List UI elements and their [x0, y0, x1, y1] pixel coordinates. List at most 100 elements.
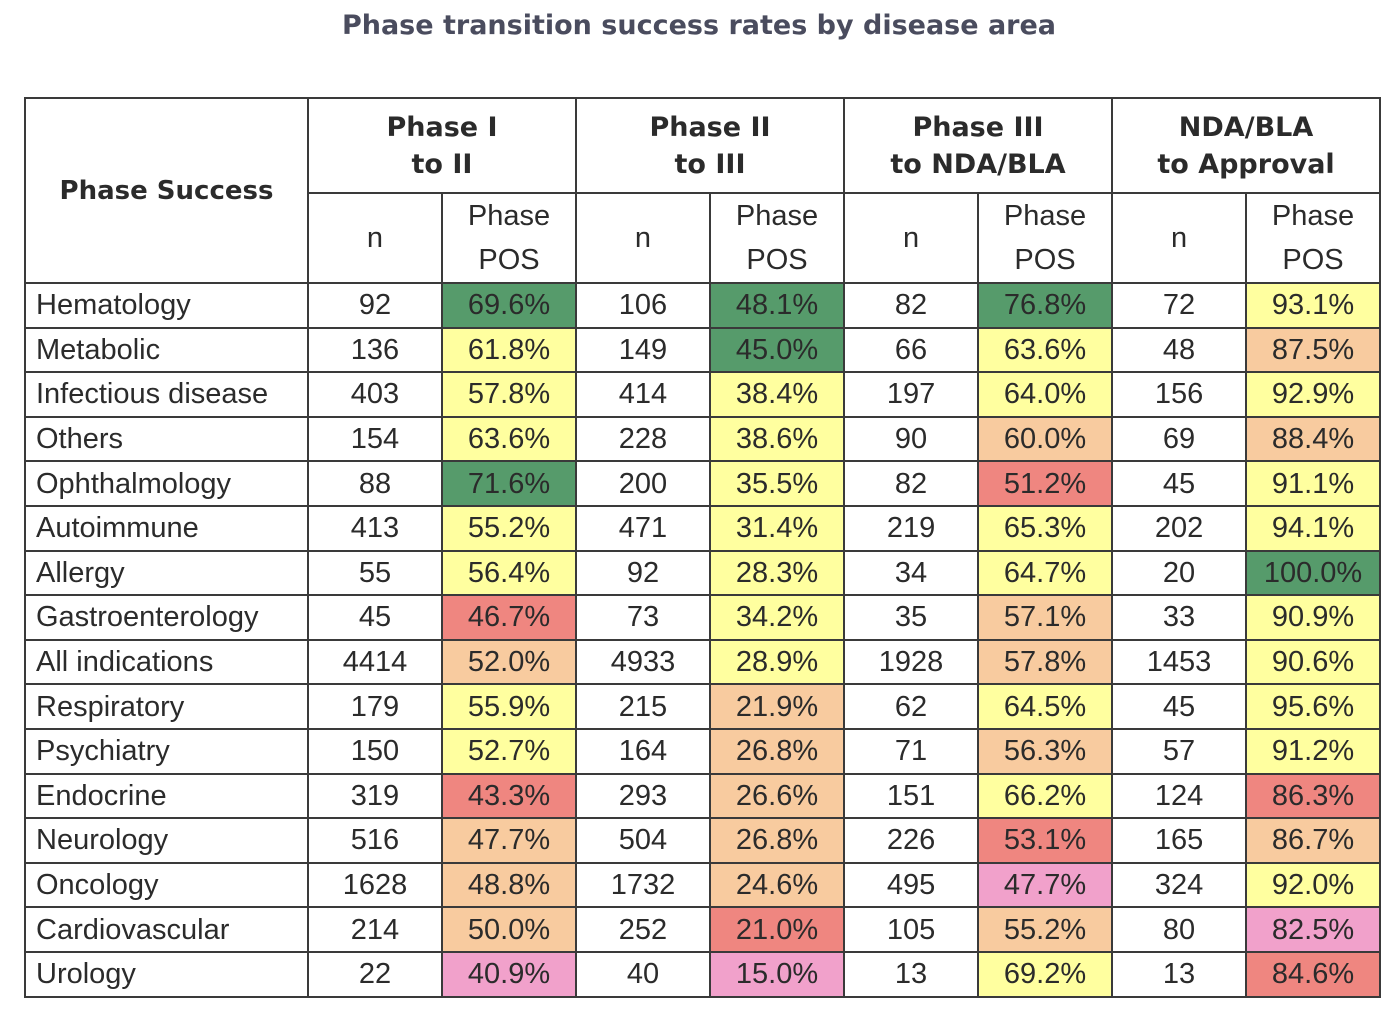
group-header-line2: to II [411, 148, 473, 180]
pos-header-line1: Phase [1003, 200, 1087, 232]
pos-cell: 57.8% [441, 371, 577, 418]
pos-cell: 95.6% [1245, 683, 1382, 730]
group-header-line2: to NDA/BLA [890, 148, 1066, 180]
n-cell: 20 [1111, 549, 1248, 597]
n-cell: 105 [843, 906, 980, 953]
table-row: Infectious disease 403 57.8% 414 38.4% 197 64.… [24, 371, 1382, 418]
table-title: Phase transition success rates by diseas… [341, 10, 1057, 41]
n-cell: 1628 [307, 861, 443, 909]
pos-cell: 38.4% [708, 371, 846, 418]
n-cell: 57 [1111, 727, 1248, 775]
n-cell: 414 [575, 371, 711, 418]
pos-cell: 50.0% [441, 906, 577, 953]
pos-cell: 40.9% [441, 950, 577, 998]
n-cell: 228 [575, 415, 711, 463]
n-cell: 1732 [575, 861, 711, 909]
pos-cell: 64.7% [977, 549, 1114, 597]
table-row: Respiratory 179 55.9% 215 21.9% 62 64.5% 45 95.6… [24, 683, 1382, 730]
pos-cell: 26.8% [708, 817, 846, 864]
pos-cell: 55.2% [977, 906, 1114, 953]
pos-cell: 21.9% [708, 683, 846, 730]
pos-cell: 46.7% [441, 594, 577, 641]
pos-cell: 57.8% [977, 638, 1114, 686]
pos-cell: 35.5% [708, 460, 846, 507]
pos-cell: 76.8% [977, 282, 1114, 329]
table-row: Ophthalmology 88 71.6% 200 35.5% 82 51.2% 45 91.… [24, 460, 1382, 507]
n-cell: 150 [307, 727, 443, 775]
pos-header-line1: Phase [1271, 200, 1355, 232]
pos-cell: 87.5% [1245, 326, 1382, 374]
pos-header: Phase POS [977, 192, 1114, 284]
n-cell: 62 [843, 683, 980, 730]
n-cell: 92 [307, 282, 443, 329]
n-cell: 40 [575, 950, 711, 998]
pos-cell: 28.3% [708, 549, 846, 597]
n-cell: 69 [1111, 415, 1248, 463]
n-cell: 90 [843, 415, 980, 463]
pos-cell: 66.2% [977, 772, 1114, 820]
pos-cell: 21.0% [708, 906, 846, 953]
n-cell: 219 [843, 504, 980, 552]
pos-cell: 94.1% [1245, 504, 1382, 552]
pos-cell: 82.5% [1245, 906, 1382, 953]
group-header-line1: Phase I [386, 111, 498, 143]
group-header: Phase I to II [307, 97, 577, 194]
pos-cell: 57.1% [977, 594, 1114, 641]
pos-header-line2: POS [1014, 244, 1076, 276]
pos-cell: 86.3% [1245, 772, 1382, 820]
n-cell: 214 [307, 906, 443, 953]
group-header: NDA/BLA to Approval [1111, 97, 1382, 194]
n-cell: 504 [575, 817, 711, 864]
pos-cell: 92.9% [1245, 371, 1382, 418]
n-cell: 324 [1111, 861, 1248, 909]
table-row: Oncology 1628 48.8% 1732 24.6% 495 47.7% 324 92.… [24, 861, 1382, 909]
n-cell: 106 [575, 282, 711, 329]
disease-area-label: Endocrine [24, 772, 309, 820]
table-row: Urology 22 40.9% 40 15.0% 13 69.2% 13 84.6% [24, 950, 1382, 998]
group-header-line1: NDA/BLA [1178, 111, 1314, 143]
n-cell: 164 [575, 727, 711, 775]
n-cell: 92 [575, 549, 711, 597]
group-header-line2: to III [674, 148, 746, 180]
pos-cell: 28.9% [708, 638, 846, 686]
pos-cell: 92.0% [1245, 861, 1382, 909]
pos-cell: 64.0% [977, 371, 1114, 418]
disease-area-label: All indications [24, 638, 309, 686]
table-row: Gastroenterology 45 46.7% 73 34.2% 35 57.1% 33 9… [24, 594, 1382, 641]
disease-area-label: Oncology [24, 861, 309, 909]
n-header: n [1111, 192, 1248, 284]
pos-cell: 100.0% [1245, 549, 1382, 597]
n-header: n [575, 192, 711, 284]
n-cell: 495 [843, 861, 980, 909]
n-cell: 319 [307, 772, 443, 820]
pos-header-line2: POS [1282, 244, 1344, 276]
pos-cell: 61.8% [441, 326, 577, 374]
table-row: Allergy 55 56.4% 92 28.3% 34 64.7% 20 100.0% [24, 549, 1382, 597]
n-cell: 1928 [843, 638, 980, 686]
pos-cell: 26.8% [708, 727, 846, 775]
n-cell: 154 [307, 415, 443, 463]
pos-cell: 52.7% [441, 727, 577, 775]
pos-header: Phase POS [441, 192, 577, 284]
n-cell: 4933 [575, 638, 711, 686]
n-cell: 34 [843, 549, 980, 597]
pos-cell: 38.6% [708, 415, 846, 463]
n-cell: 403 [307, 371, 443, 418]
pos-cell: 90.6% [1245, 638, 1382, 686]
pos-cell: 51.2% [977, 460, 1114, 507]
n-cell: 66 [843, 326, 980, 374]
n-cell: 72 [1111, 282, 1248, 329]
pos-cell: 93.1% [1245, 282, 1382, 329]
n-cell: 1453 [1111, 638, 1248, 686]
pos-cell: 64.5% [977, 683, 1114, 730]
n-cell: 149 [575, 326, 711, 374]
table-row: Psychiatry 150 52.7% 164 26.8% 71 56.3% 57 91.2% [24, 727, 1382, 775]
pos-cell: 24.6% [708, 861, 846, 909]
n-cell: 471 [575, 504, 711, 552]
disease-area-label: Others [24, 415, 309, 463]
group-header-line1: Phase III [912, 111, 1044, 143]
table-row: Autoimmune 413 55.2% 471 31.4% 219 65.3% 202 94.… [24, 504, 1382, 552]
disease-area-label: Allergy [24, 549, 309, 597]
disease-area-label: Hematology [24, 282, 309, 329]
